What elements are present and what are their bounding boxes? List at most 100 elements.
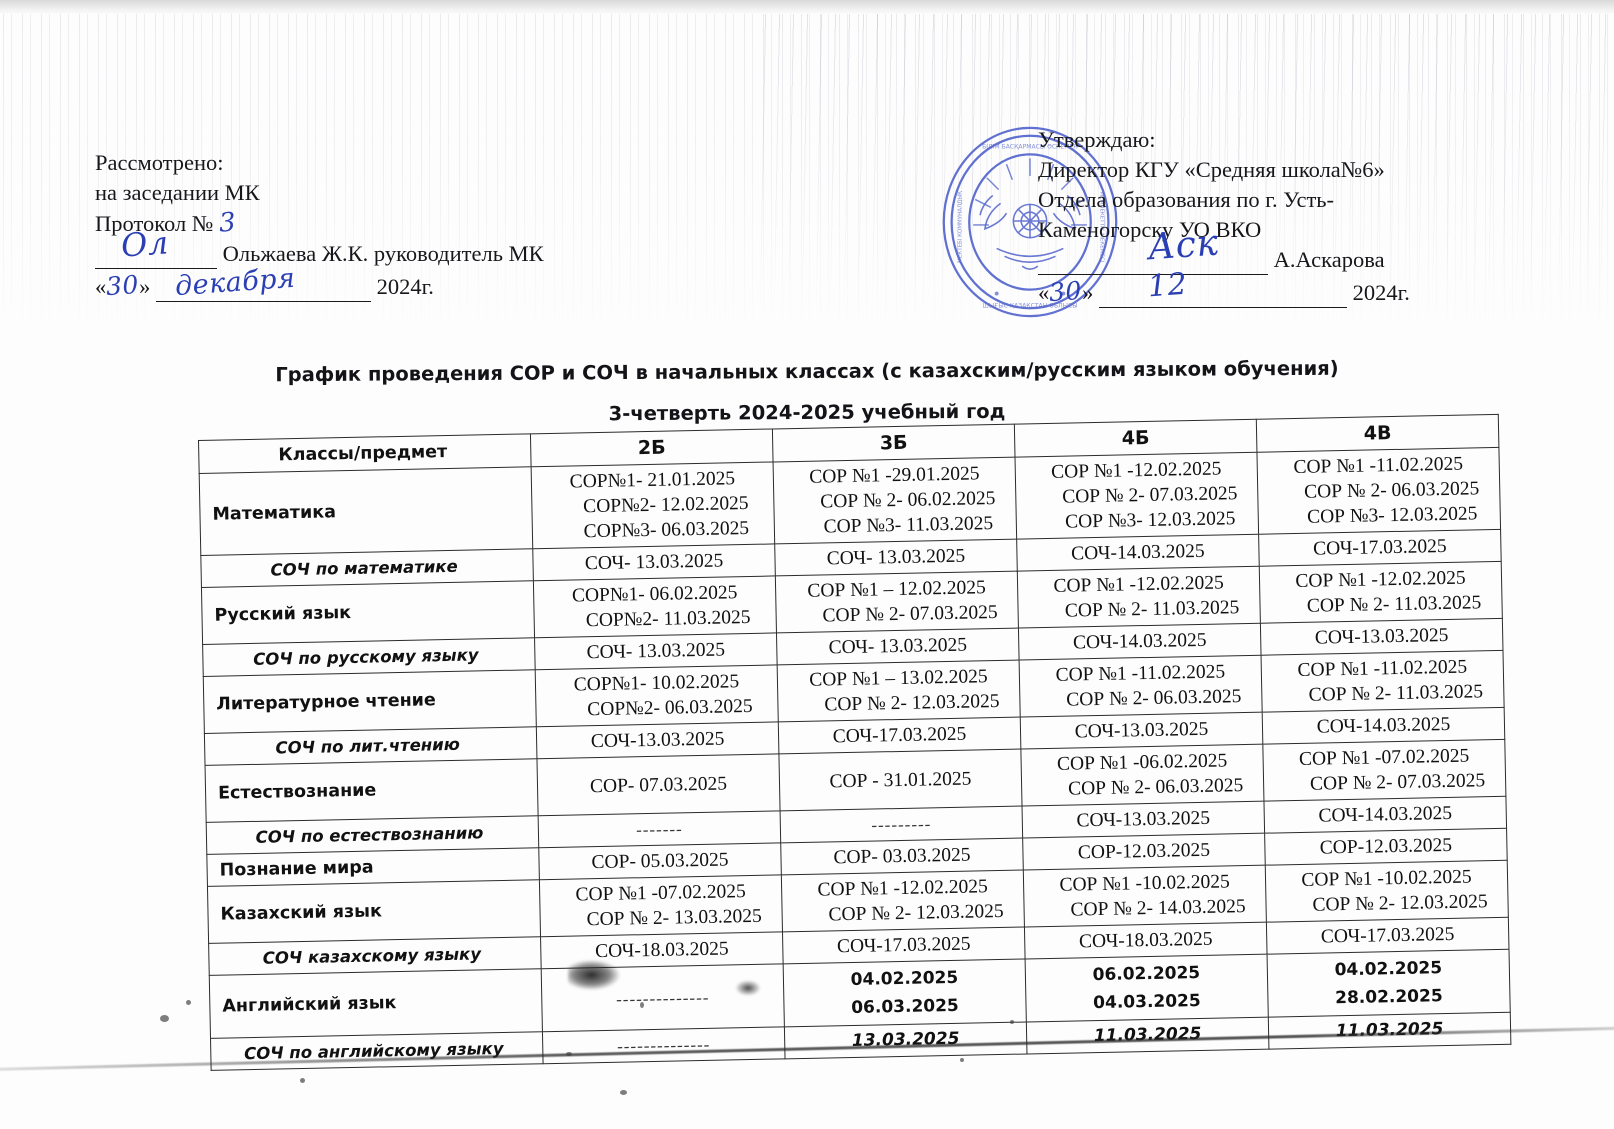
schedule-table-body: Классы/предмет 2Б 3Б 4Б 4В Математика СОР№1- 2… — [198, 414, 1511, 1071]
ink-smudge-artifact — [568, 960, 620, 990]
speck — [566, 1052, 572, 1056]
schedule-cell: СОР№1- 21.01.2025 СОР№2- 12.02.2025 СОР№3-… — [531, 461, 775, 549]
schedule-cell: СОР- 07.03.2025 — [536, 753, 781, 816]
schedule-cell: СОЧ- 13.03.2025 — [774, 539, 1018, 576]
page-title: График проведения СОР и СОЧ в начальных … — [275, 356, 1339, 387]
schedule-cell: СОЧ-13.03.2025 — [1260, 618, 1503, 656]
row-label-subject: Литературное чтение — [203, 669, 537, 734]
schedule-cell: СОР- 05.03.2025 — [538, 842, 782, 880]
row-label-subject: Математика — [199, 466, 533, 556]
row-label-soch: СОЧ по английскому языку — [210, 1031, 544, 1071]
left-approver-name: Ольжаева Ж.К. руководитель МК — [222, 241, 544, 266]
column-header-4Б: 4Б — [1014, 419, 1257, 458]
schedule-cell: СОР-12.03.2025 — [1264, 828, 1508, 866]
schedule-cell: СОЧ-17.03.2025 — [782, 927, 1026, 964]
date-entry: 06.03.2025 — [851, 995, 959, 1019]
right-line-1: Утверждаю: — [1038, 127, 1156, 152]
schedule-cell: --------- — [780, 806, 1023, 843]
column-header-2Б: 2Б — [530, 428, 774, 467]
left-date-day-handwritten: 30 — [105, 269, 140, 302]
schedule-cell: СОР №1 – 12.02.2025 СОР № 2- 07.03.2025 — [775, 571, 1019, 633]
row-label-subject: Русский язык — [201, 580, 535, 645]
date-entry: СОЧ-14.03.2025 — [1072, 629, 1207, 654]
schedule-cell: СОР №1 -11.02.2025 СОР № 2- 06.03.2025 СОР… — [1256, 447, 1501, 535]
date-entry: СОР № 2- 06.03.2025 — [1066, 686, 1242, 711]
speck — [300, 1078, 305, 1083]
left-line-1: Рассмотрено: — [95, 150, 224, 175]
schedule-cell: СОЧ-13.03.2025 — [1020, 712, 1263, 750]
column-header-3Б: 3Б — [772, 424, 1016, 462]
date-entry: СОЧ-13.03.2025 — [590, 728, 725, 753]
left-date-rule — [155, 281, 371, 302]
right-signature-row: А.Аскарова Аск — [1038, 223, 1410, 277]
schedule-cell: СОЧ-14.03.2025 — [1018, 623, 1262, 661]
right-date-day-handwritten: 30 — [1048, 275, 1083, 308]
left-signature-rule — [95, 248, 217, 269]
ink-smudge-artifact-2 — [735, 980, 761, 996]
date-entry: 04.03.2025 — [1093, 990, 1201, 1014]
schedule-cell: СОР- 03.03.2025 — [780, 838, 1024, 875]
schedule-cell: СОР №1 -12.02.2025 СОР № 2- 12.03.2025 — [781, 870, 1025, 932]
approval-block-left: Рассмотрено: на заседании МК Протокол № … — [95, 148, 544, 303]
column-header-4В: 4В — [1256, 414, 1499, 453]
schedule-cell: СОЧ-14.03.2025 — [1263, 796, 1507, 834]
date-entry: СОР № 2- 07.03.2025 — [1309, 770, 1486, 795]
schedule-cell: СОЧ-13.03.2025 — [536, 721, 779, 759]
speck — [620, 1090, 627, 1095]
schedule-cell: 04.02.2025 06.03.2025 — [783, 959, 1027, 1027]
date-entry: СОР № 2- 06.03.2025 — [1067, 775, 1244, 800]
scan-top-band — [0, 0, 1614, 14]
right-date-close-quote: » — [1082, 280, 1094, 305]
svg-text:МЕКТЕБІ КОММУНАЛДЫҚ: МЕКТЕБІ КОММУНАЛДЫҚ — [957, 191, 963, 263]
date-entry: СОЧ- 13.03.2025 — [826, 545, 966, 570]
schedule-cell: СОР-12.03.2025 — [1022, 833, 1266, 871]
date-entry: СОЧ-14.03.2025 — [1070, 540, 1205, 565]
schedule-cell: 13.03.2025 — [784, 1021, 1027, 1059]
right-signature-rule — [1038, 254, 1268, 275]
date-entry: СОР №3- 12.03.2025 — [1306, 503, 1478, 528]
protocol-label: Протокол № — [95, 211, 214, 236]
date-entry: СОР № 2- 12.03.2025 — [1312, 891, 1488, 916]
schedule-cell: ------- — [538, 810, 781, 848]
date-entry: СОР № 2- 07.03.2025 — [822, 601, 998, 627]
date-entry: СОР-12.03.2025 — [1077, 839, 1211, 864]
left-signature-row: Ольжаева Ж.К. руководитель МК Ол — [95, 223, 544, 271]
date-entry: СОЧ- 13.03.2025 — [584, 550, 724, 575]
schedule-cell: СОР №1 -12.02.2025 СОР № 2- 11.03.2025 — [1017, 566, 1261, 629]
date-entry: СОР№2- 11.03.2025 — [585, 606, 751, 632]
speck — [960, 1058, 964, 1062]
right-line-2: Директор КГУ «Средняя школа№6» — [1038, 157, 1385, 182]
date-entry: СОР № 2- 14.03.2025 — [1070, 896, 1246, 921]
row-label-subject: Английский язык — [209, 968, 543, 1039]
right-date-rule — [1098, 287, 1347, 308]
date-entry: 28.02.2025 — [1334, 986, 1443, 1009]
protocol-number-handwritten: 3 — [217, 207, 238, 239]
speck — [160, 1015, 169, 1022]
empty-dash: --------- — [871, 814, 932, 835]
right-approver-name: А.Аскарова — [1273, 247, 1385, 272]
right-line-4: Каменогорску УО ВКО — [1038, 217, 1262, 242]
date-entry: СОЧ-14.03.2025 — [1318, 802, 1453, 827]
left-date-close-quote: » — [139, 274, 151, 299]
date-entry: СОЧ- 13.03.2025 — [828, 634, 968, 659]
date-entry: СОР № 2- 11.03.2025 — [1308, 681, 1484, 706]
right-date-open-quote: « — [1038, 280, 1050, 305]
schedule-cell: СОЧ-13.03.2025 — [1022, 801, 1265, 839]
right-line-3: Отдела образования по г. Усть- — [1038, 187, 1335, 212]
schedule-cell: СОЧ- 13.03.2025 — [776, 628, 1020, 665]
right-date-year: 2024г. — [1352, 280, 1410, 305]
schedule-cell: СОЧ-17.03.2025 — [1258, 529, 1502, 567]
left-date-open-quote: « — [95, 274, 107, 299]
date-entry: СОР № 2- 13.03.2025 — [586, 905, 762, 931]
approval-block-right: Утверждаю: Директор КГУ «Средняя школа№6… — [1038, 125, 1410, 309]
date-entry: СОР №3- 11.03.2025 — [823, 513, 994, 538]
date-entry: СОЧ-13.03.2025 — [1314, 624, 1449, 649]
schedule-cell: СОР №1 -29.01.2025 СОР № 2- 06.02.2025 СОР… — [773, 457, 1017, 544]
schedule-cell: СОР №1 -12.02.2025 СОР № 2- 11.03.2025 — [1259, 561, 1503, 624]
schedule-cell: СОЧ- 13.03.2025 — [532, 543, 776, 581]
speck — [186, 1000, 191, 1005]
speck — [640, 1002, 644, 1008]
schedule-cell: СОЧ-14.03.2025 — [1262, 707, 1505, 745]
right-date-row: «30» 2024г. 12 — [1038, 267, 1410, 309]
